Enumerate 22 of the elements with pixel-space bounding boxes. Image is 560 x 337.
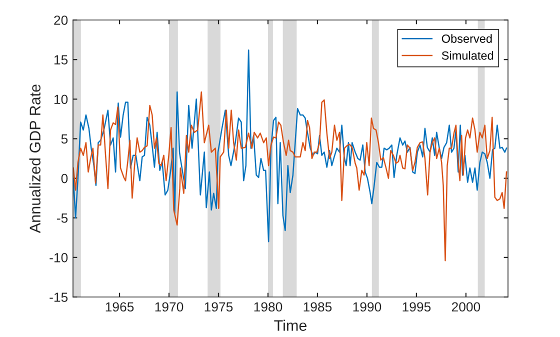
x-tick-label: 2000 (452, 302, 480, 312)
line-series (73, 91, 508, 262)
y-tick-label: -5 (56, 214, 68, 223)
y-tick-label: -10 (50, 252, 68, 262)
line-series (73, 49, 508, 242)
y-tick-label: 20 (54, 16, 68, 25)
x-tick-label: 1965 (106, 302, 134, 312)
y-axis-title: Annualized GDP Rate (29, 84, 40, 234)
x-tick-label: 1985 (304, 302, 332, 312)
x-tick-label: 1975 (204, 302, 233, 312)
x-tick-label: 1990 (353, 302, 382, 312)
legend-label: Simulated (442, 51, 494, 60)
y-tick-label: 0 (61, 174, 68, 184)
x-tick-label: 1995 (402, 302, 431, 312)
y-tick-label: -15 (50, 292, 68, 302)
legend-label: Observed (442, 34, 492, 43)
y-tick-label: 10 (54, 94, 68, 104)
x-tick-label: 1970 (155, 302, 184, 312)
x-axis-title: Time (274, 320, 307, 331)
x-tick-label: 1980 (254, 302, 282, 312)
y-tick-label: 5 (61, 134, 68, 144)
y-tick-label: 15 (54, 55, 68, 64)
